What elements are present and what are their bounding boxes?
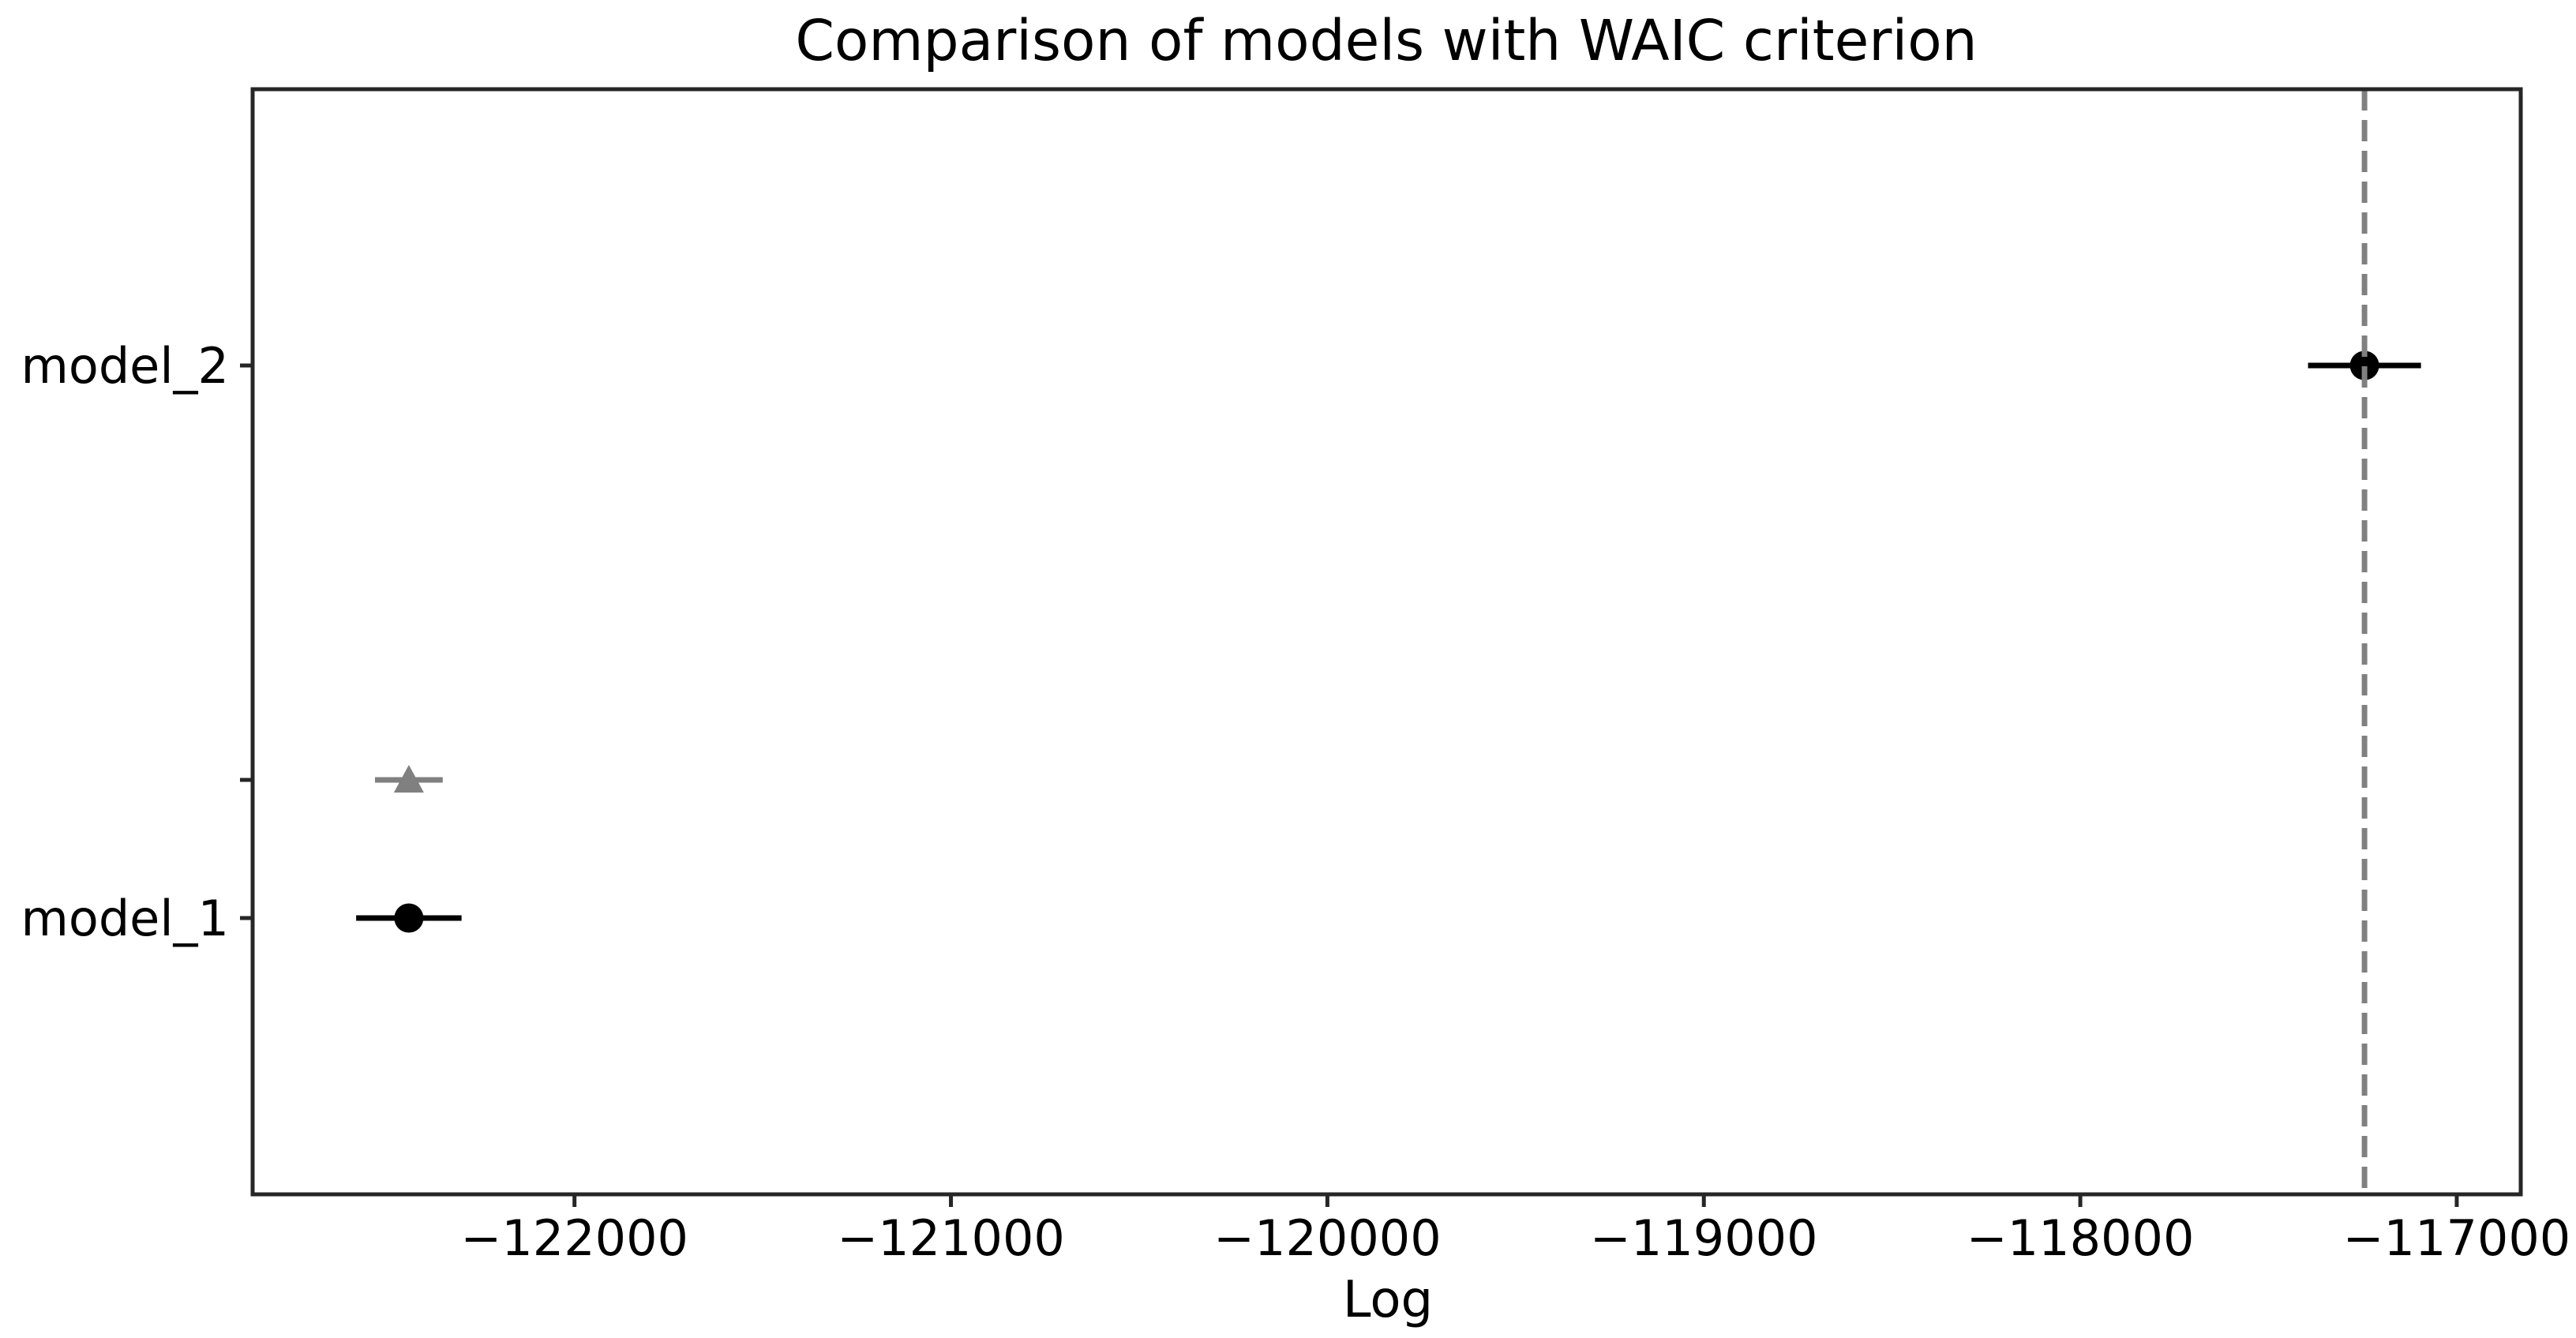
chart-title: Comparison of models with WAIC criterion [795,8,1977,73]
x-tick-label: −118000 [1967,1209,2195,1267]
x-tick-label: −120000 [1213,1209,1442,1267]
x-tick-label: −119000 [1590,1209,1818,1267]
x-axis-label: Log [1343,1271,1433,1329]
x-tick-label: −122000 [460,1209,688,1267]
plot-layer: −122000 −121000 −120000 −119000 −118000 −1170… [21,87,2571,1267]
elpd-waic-point-model_1 [394,903,424,933]
x-tick-label: −121000 [837,1209,1065,1267]
plot-frame [250,87,2523,1197]
y-tick-label-model_1: model_1 [21,890,230,947]
elpd-diff-triangle-model_1 [393,765,424,793]
elpd-waic-point-model_2 [2349,350,2379,380]
x-tick-label: −117000 [2343,1209,2571,1267]
y-tick-label-model_2: model_2 [21,337,230,395]
